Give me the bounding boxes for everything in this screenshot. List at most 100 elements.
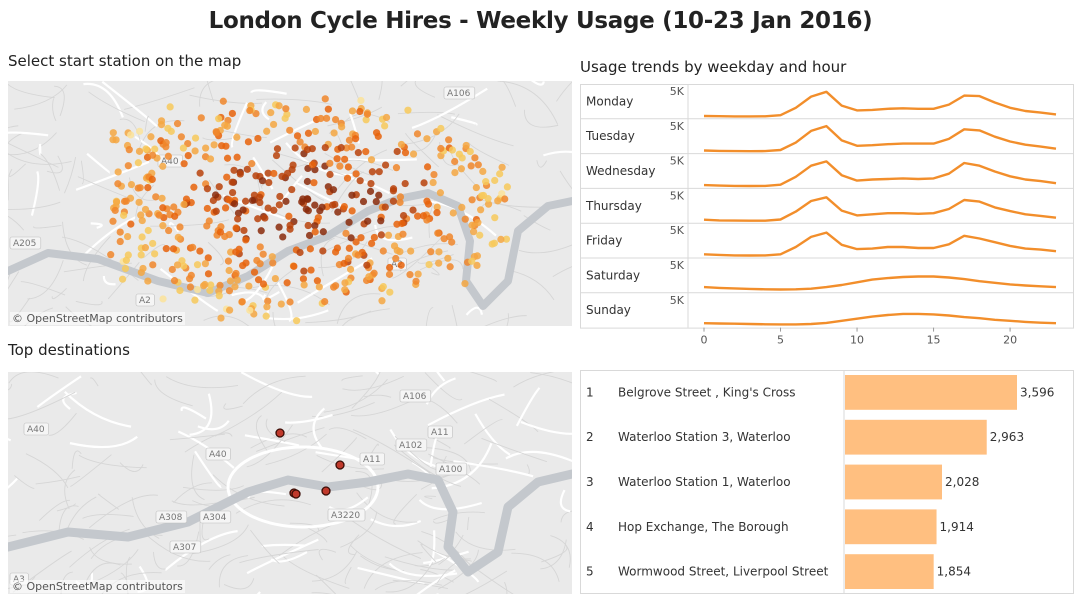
station-dot[interactable]: [136, 184, 144, 192]
station-dot[interactable]: [468, 196, 476, 204]
station-dot[interactable]: [157, 117, 166, 125]
station-dot[interactable]: [473, 261, 481, 270]
station-dot[interactable]: [404, 106, 412, 114]
destination-bar[interactable]: [845, 509, 937, 545]
station-dot[interactable]: [275, 102, 283, 110]
station-dot[interactable]: [216, 228, 225, 236]
station-dot[interactable]: [311, 222, 319, 230]
station-dot[interactable]: [238, 298, 246, 306]
station-dot[interactable]: [124, 162, 132, 170]
station-dot[interactable]: [189, 243, 197, 251]
station-dot[interactable]: [326, 159, 334, 167]
station-dot[interactable]: [342, 229, 350, 237]
trend-line-friday[interactable]: [703, 231, 1057, 257]
station-dot[interactable]: [242, 236, 250, 244]
station-dot[interactable]: [461, 215, 469, 223]
station-dot[interactable]: [479, 167, 487, 176]
station-dot[interactable]: [148, 175, 156, 183]
station-dot[interactable]: [219, 97, 227, 105]
station-dot[interactable]: [423, 135, 431, 143]
trend-row[interactable]: Tuesday 5K: [580, 118, 1074, 153]
trend-line-saturday[interactable]: [703, 275, 1057, 291]
station-dot[interactable]: [474, 219, 482, 227]
station-dot[interactable]: [269, 120, 278, 129]
station-dot[interactable]: [314, 214, 322, 222]
station-dot[interactable]: [476, 231, 484, 239]
station-dot[interactable]: [258, 177, 267, 185]
station-dot[interactable]: [135, 147, 144, 155]
trend-line-thursday[interactable]: [703, 196, 1057, 222]
station-dot[interactable]: [433, 209, 441, 217]
station-dot[interactable]: [496, 170, 504, 178]
station-dot[interactable]: [401, 149, 410, 157]
station-dot[interactable]: [321, 95, 329, 103]
station-dot[interactable]: [356, 107, 364, 116]
station-dot[interactable]: [345, 136, 354, 144]
station-dot[interactable]: [501, 195, 509, 203]
station-dot[interactable]: [109, 217, 117, 225]
station-dot[interactable]: [306, 245, 314, 253]
station-dot[interactable]: [321, 143, 329, 152]
station-dot[interactable]: [217, 223, 225, 231]
station-dot[interactable]: [212, 128, 220, 136]
station-dot[interactable]: [283, 279, 291, 287]
station-dot[interactable]: [484, 200, 493, 208]
station-dot[interactable]: [170, 277, 179, 285]
station-dot[interactable]: [228, 109, 236, 118]
station-dot[interactable]: [423, 163, 432, 171]
station-dot[interactable]: [392, 164, 401, 172]
station-dot[interactable]: [259, 250, 267, 258]
station-dot[interactable]: [311, 228, 319, 236]
station-dot[interactable]: [204, 270, 213, 278]
station-dot[interactable]: [471, 154, 479, 162]
station-dot[interactable]: [203, 204, 211, 213]
station-dot[interactable]: [118, 275, 127, 283]
station-dot[interactable]: [171, 212, 179, 220]
station-dot[interactable]: [159, 222, 167, 230]
station-dot[interactable]: [498, 190, 506, 198]
station-dot[interactable]: [362, 148, 370, 156]
station-dot[interactable]: [352, 135, 360, 143]
station-dot[interactable]: [205, 217, 213, 225]
station-dot[interactable]: [502, 235, 511, 243]
station-dot[interactable]: [484, 195, 492, 203]
station-dot[interactable]: [308, 161, 317, 169]
station-dot[interactable]: [419, 212, 428, 220]
station-dot[interactable]: [173, 120, 182, 128]
station-dot[interactable]: [340, 202, 348, 211]
station-dot[interactable]: [113, 198, 121, 206]
station-dot[interactable]: [356, 177, 364, 185]
station-dot[interactable]: [348, 207, 356, 215]
station-dot[interactable]: [451, 157, 459, 166]
station-dot[interactable]: [347, 234, 355, 242]
station-dot[interactable]: [378, 297, 386, 305]
station-dot[interactable]: [313, 277, 321, 285]
station-dot[interactable]: [197, 114, 205, 122]
station-dot[interactable]: [142, 145, 150, 153]
station-dot[interactable]: [162, 245, 170, 253]
station-dot[interactable]: [330, 283, 338, 291]
station-dot[interactable]: [196, 247, 204, 255]
station-dot[interactable]: [497, 235, 505, 244]
station-dot[interactable]: [201, 260, 209, 268]
station-dot[interactable]: [409, 206, 417, 214]
station-dot[interactable]: [264, 204, 272, 212]
station-dot[interactable]: [277, 300, 285, 308]
station-dot[interactable]: [334, 208, 342, 216]
station-dot[interactable]: [467, 162, 475, 170]
destination-row[interactable]: 2 Waterloo Station 3, Waterloo 2,963: [586, 419, 1024, 455]
station-dot[interactable]: [285, 212, 293, 220]
station-dot[interactable]: [324, 105, 332, 113]
station-dot[interactable]: [420, 179, 428, 187]
station-dot[interactable]: [226, 277, 235, 285]
station-dot[interactable]: [254, 276, 263, 284]
station-dot[interactable]: [107, 251, 115, 259]
station-dot[interactable]: [466, 147, 474, 156]
station-dot[interactable]: [276, 192, 284, 201]
station-dot[interactable]: [310, 179, 318, 187]
station-dot[interactable]: [122, 256, 130, 264]
station-dot[interactable]: [281, 114, 289, 122]
station-dot[interactable]: [472, 183, 480, 192]
station-dot[interactable]: [491, 176, 499, 185]
station-dot[interactable]: [341, 286, 349, 294]
